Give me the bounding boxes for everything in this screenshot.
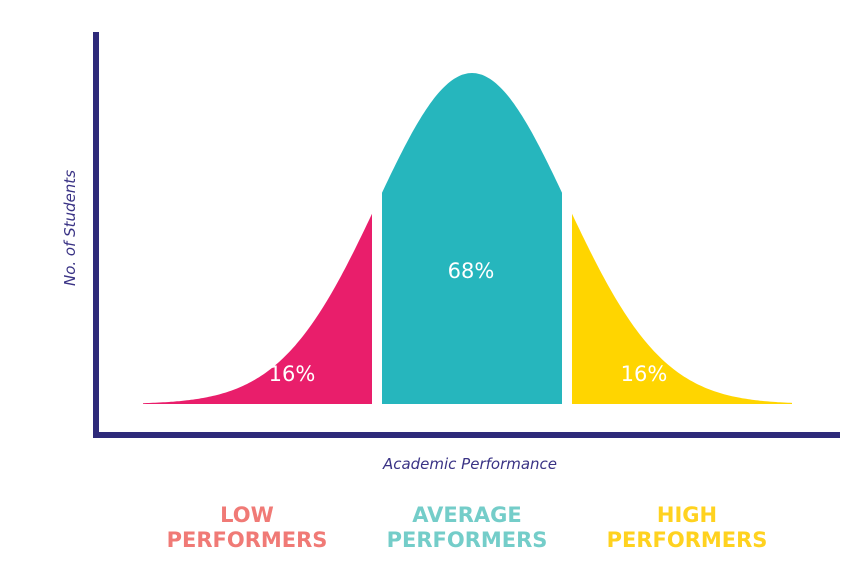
segment-label-low: 16% — [269, 362, 316, 386]
group-label-average-line2: PERFORMERS — [386, 528, 548, 552]
curve-areas — [143, 73, 792, 404]
curve-area-high — [572, 213, 792, 404]
group-label-average-line1: AVERAGE — [412, 503, 522, 527]
group-label-low: LOW PERFORMERS — [147, 503, 347, 553]
group-label-high: HIGH PERFORMERS — [587, 503, 787, 553]
segment-label-average: 68% — [448, 259, 495, 283]
group-label-high-line2: PERFORMERS — [606, 528, 768, 552]
group-label-low-line2: PERFORMERS — [166, 528, 328, 552]
segment-label-high: 16% — [621, 362, 668, 386]
group-label-low-line1: LOW — [220, 503, 274, 527]
curve-area-average — [382, 73, 562, 404]
group-label-high-line1: HIGH — [656, 503, 718, 527]
x-axis-label: Academic Performance — [382, 455, 557, 473]
curve-area-low — [143, 213, 372, 404]
y-axis-label: No. of Students — [61, 170, 79, 286]
group-label-average: AVERAGE PERFORMERS — [367, 503, 567, 553]
